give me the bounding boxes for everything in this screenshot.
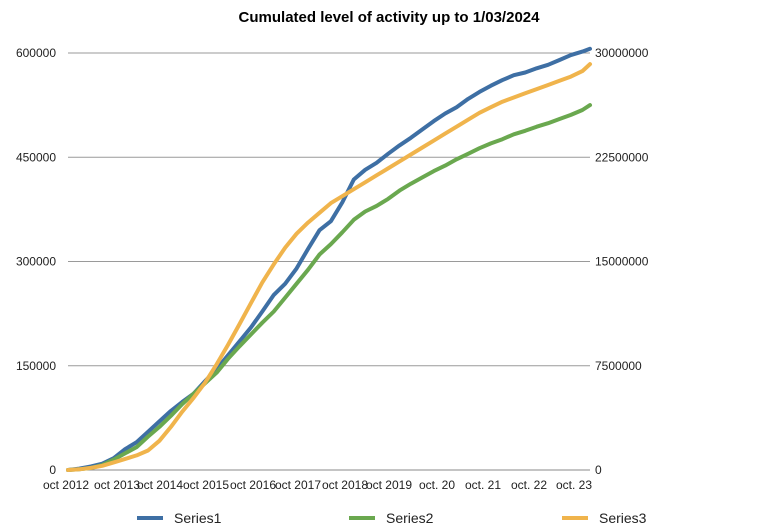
series-line-3 — [66, 62, 592, 472]
y-axis-right: 0 7500000 15000000 22500000 30000000 — [595, 46, 649, 477]
y-left-tick-label: 0 — [49, 463, 56, 477]
y-right-tick-label: 0 — [595, 463, 602, 477]
y-right-tick-label: 22500000 — [595, 150, 649, 164]
x-tick-label: oct 2012 — [43, 478, 89, 492]
y-left-tick-label: 450000 — [16, 150, 56, 164]
legend-label-2: Series2 — [386, 510, 434, 526]
legend-label-3: Series3 — [599, 510, 647, 526]
y-axis-left: 0 150000 300000 450000 600000 — [16, 46, 56, 477]
x-tick-label: oct. 23 — [556, 478, 592, 492]
y-left-tick-label: 150000 — [16, 359, 56, 373]
gridlines — [68, 52, 590, 471]
y-left-tick-label: 600000 — [16, 46, 56, 60]
y-right-tick-label: 7500000 — [595, 359, 642, 373]
y-right-tick-label: 30000000 — [595, 46, 649, 60]
x-tick-label: oct 2013 — [94, 478, 140, 492]
x-tick-label: oct 2016 — [230, 478, 276, 492]
chart-title: Cumulated level of activity up to 1/03/2… — [239, 9, 541, 26]
legend-label-1: Series1 — [174, 510, 222, 526]
x-tick-label: oct 2019 — [366, 478, 412, 492]
x-tick-label: oct 2018 — [322, 478, 368, 492]
x-tick-label: oct. 22 — [511, 478, 547, 492]
x-tick-label: oct 2014 — [137, 478, 183, 492]
series-lines — [66, 46, 592, 472]
x-tick-label: oct. 21 — [465, 478, 501, 492]
y-right-tick-label: 15000000 — [595, 255, 649, 269]
x-tick-label: oct 2017 — [275, 478, 321, 492]
series-line-1 — [66, 46, 592, 472]
legend: Series1 Series2 Series3 — [137, 510, 647, 526]
x-tick-label: oct 2015 — [183, 478, 229, 492]
x-tick-label: oct. 20 — [419, 478, 455, 492]
series-line-2 — [66, 103, 592, 472]
y-left-tick-label: 300000 — [16, 255, 56, 269]
